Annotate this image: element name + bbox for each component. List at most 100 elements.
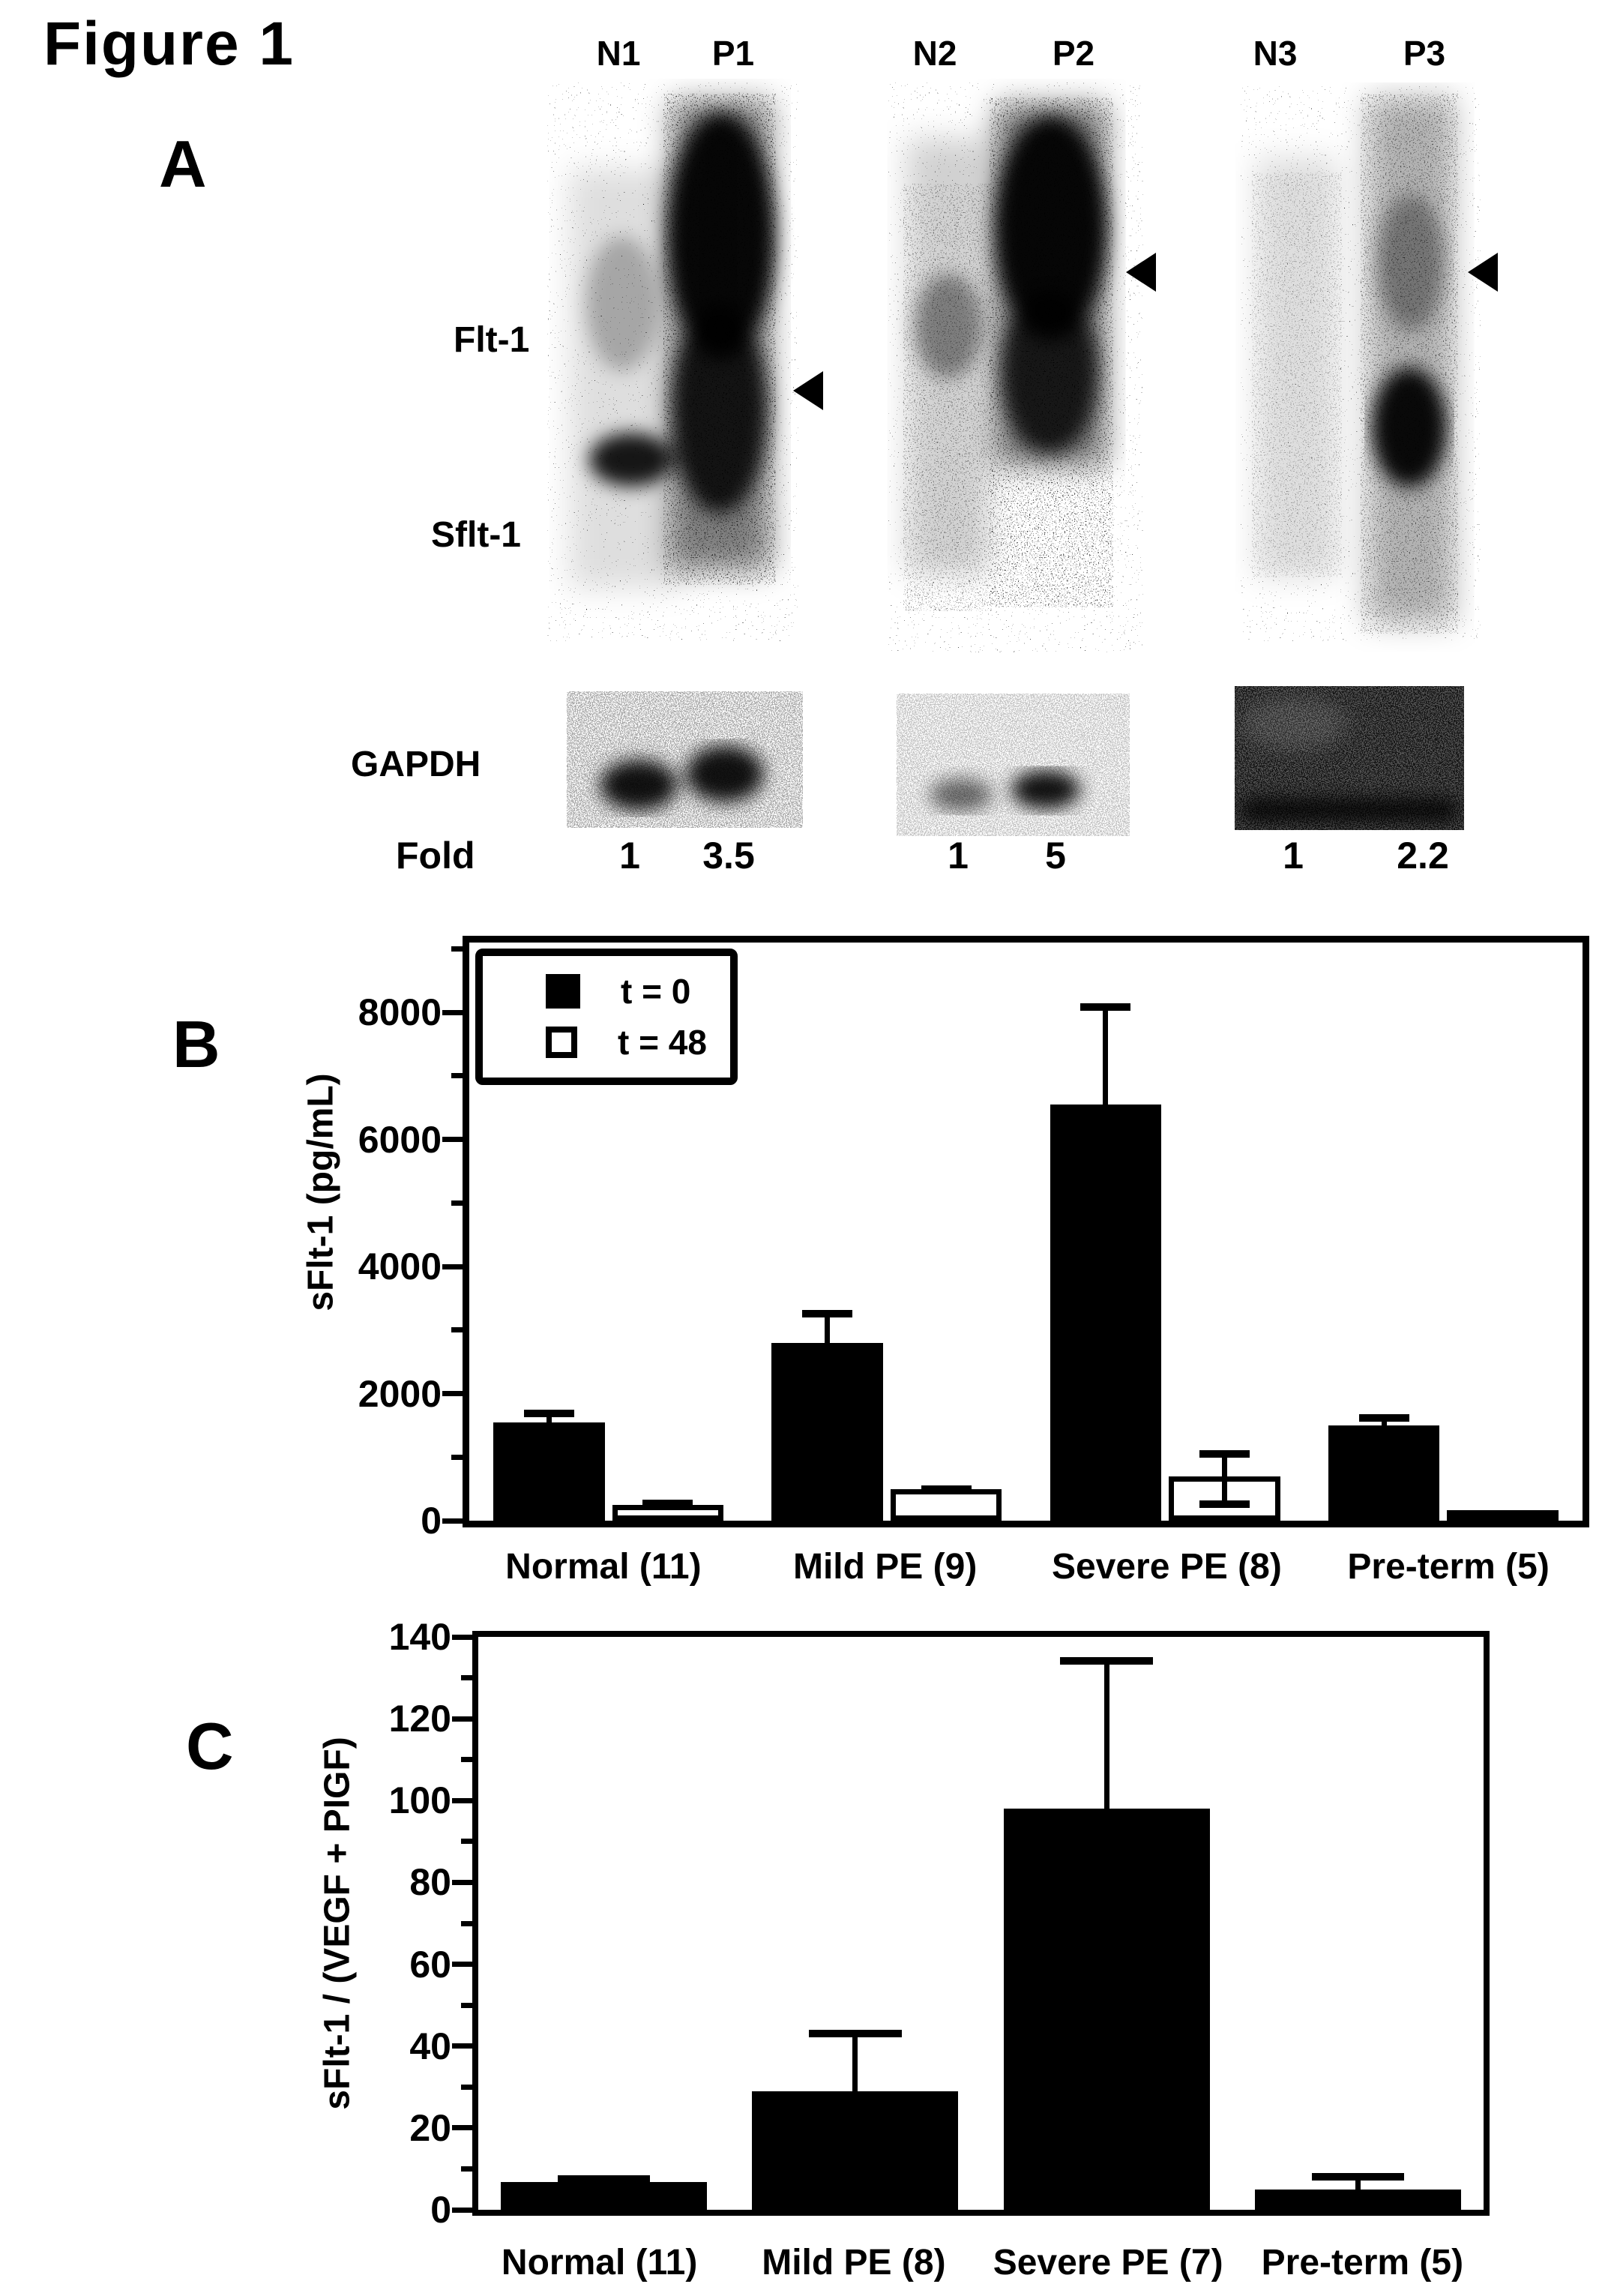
northern-blot-group3: [1241, 86, 1481, 641]
y-minor-tick-1000: [451, 1454, 463, 1460]
y-minor-tick-3000: [451, 1327, 463, 1333]
x-category-label-B-1: Mild PE (9): [792, 1547, 978, 1587]
lane-label-n3: N3: [1253, 34, 1298, 73]
bar-B-s0-c3: [1328, 1425, 1440, 1521]
y-tick-label-120: 120: [388, 1698, 451, 1740]
error-bar-B-s0-c1: [825, 1309, 831, 1343]
y-tick-label-60: 60: [409, 1943, 451, 1986]
error-cap-top: [921, 1485, 972, 1493]
fold-value-n1: 1: [619, 835, 640, 877]
y-minor-tick-50: [461, 2002, 472, 2008]
error-cap-top: [1060, 1657, 1153, 1665]
panel-a-label: A: [159, 127, 207, 201]
y-tick-label-6000: 6000: [358, 1118, 442, 1161]
northern-blot-group2: [888, 82, 1143, 652]
y-minor-tick-10: [461, 2166, 472, 2172]
error-bar-C-s0-c2: [1103, 1657, 1109, 1809]
error-cap-top: [1080, 1003, 1131, 1011]
y-minor-tick-9000: [451, 946, 463, 952]
error-cap-top: [1358, 1413, 1409, 1422]
y-minor-tick-110: [461, 1757, 472, 1763]
y-tick-100: [452, 1797, 472, 1803]
panel-c-label: C: [186, 1709, 234, 1783]
b-plot-area: t = 0 t = 48 0 2000 4000 6000 8000: [358, 936, 1589, 1542]
legend-swatch-t48: [546, 1027, 577, 1058]
y-minor-tick-30: [461, 2084, 472, 2090]
y-tick-140: [452, 1634, 472, 1640]
fold-value-n3: 1: [1283, 835, 1304, 877]
bar-B-s1-c3: [1447, 1510, 1559, 1521]
error-cap-top: [802, 1309, 853, 1317]
bar-C-s0-c3: [1254, 2189, 1461, 2210]
legend-label-t48: t = 48: [618, 1023, 707, 1062]
error-bar-C-s0-c3: [1355, 2172, 1361, 2190]
c-x-labels: Normal (11) Mild PE (8) Severe PE (7) Pre-t…: [472, 2242, 1490, 2283]
x-category-label-C-2: Severe PE (7): [993, 2243, 1223, 2283]
y-tick-20: [452, 2125, 472, 2131]
y-tick-8000: [442, 1009, 463, 1015]
bar-B-s0-c1: [771, 1342, 883, 1521]
y-tick-label-4000: 4000: [358, 1245, 442, 1288]
y-tick-label-0: 0: [421, 1500, 442, 1542]
y-tick-120: [452, 1716, 472, 1722]
fold-label: Fold: [396, 835, 475, 877]
lane-label-p3: P3: [1403, 34, 1446, 73]
sflt1-band-label: Sflt-1: [431, 515, 521, 555]
y-tick-0: [452, 2207, 472, 2213]
x-category-label-B-0: Normal (11): [505, 1547, 702, 1587]
northern-blot-group1: [547, 82, 798, 641]
b-legend-row-t0: t = 0: [546, 971, 723, 1012]
y-minor-tick-7000: [451, 1073, 463, 1079]
lane-label-p2: P2: [1052, 34, 1095, 73]
fold-value-p3: 2.2: [1397, 835, 1449, 877]
y-tick-6000: [442, 1137, 463, 1143]
y-tick-0: [442, 1518, 463, 1524]
fold-value-n2: 1: [948, 835, 969, 877]
y-minor-tick-90: [461, 1839, 472, 1845]
legend-label-t0: t = 0: [621, 972, 691, 1011]
y-tick-label-100: 100: [388, 1779, 451, 1822]
x-category-label-C-3: Pre-term (5): [1261, 2243, 1464, 2283]
bar-C-s0-c0: [501, 2181, 708, 2210]
flt1-band-label: Flt-1: [454, 320, 530, 360]
error-cap-top: [642, 1500, 693, 1508]
y-minor-tick-70: [461, 1920, 472, 1926]
b-legend: t = 0 t = 48: [475, 949, 738, 1085]
y-tick-label-80: 80: [409, 1861, 451, 1904]
error-cap-top: [523, 1409, 574, 1417]
error-cap-bottom: [1199, 1500, 1250, 1509]
y-minor-tick-130: [461, 1675, 472, 1681]
legend-swatch-t0: [546, 974, 580, 1009]
y-tick-label-2000: 2000: [358, 1372, 442, 1415]
error-cap-top: [1199, 1449, 1250, 1458]
gapdh-blot-1: [567, 691, 803, 828]
x-category-label-B-3: Pre-term (5): [1347, 1547, 1550, 1587]
bar-B-s0-c0: [493, 1422, 605, 1521]
gapdh-label: GAPDH: [351, 745, 481, 784]
y-minor-tick-5000: [451, 1200, 463, 1206]
fold-value-p2: 5: [1045, 835, 1066, 877]
y-tick-label-0: 0: [430, 2189, 451, 2231]
panel-b-label: B: [172, 1007, 220, 1081]
y-tick-80: [452, 1879, 472, 1885]
y-tick-label-140: 140: [388, 1616, 451, 1658]
lane-label-p1: P1: [711, 34, 755, 73]
bar-C-s0-c1: [752, 2091, 959, 2210]
lane-label-n1: N1: [596, 34, 641, 73]
error-cap-top: [557, 2175, 651, 2184]
x-category-label-B-2: Severe PE (8): [1051, 1547, 1282, 1587]
lane-label-n2: N2: [912, 34, 957, 73]
error-bar-B-s1-c2: [1221, 1449, 1227, 1509]
b-legend-row-t48: t = 48: [546, 1022, 723, 1063]
gapdh-blot-3: [1235, 686, 1464, 830]
y-tick-4000: [442, 1263, 463, 1269]
error-cap-top: [1311, 2172, 1405, 2181]
y-tick-label-8000: 8000: [358, 991, 442, 1034]
error-bar-B-s0-c2: [1103, 1003, 1109, 1105]
bar-B-s1-c0: [612, 1504, 724, 1521]
y-tick-2000: [442, 1391, 463, 1397]
bar-B-s1-c1: [890, 1488, 1002, 1521]
fold-value-p1: 3.5: [702, 835, 755, 877]
bar-B-s0-c2: [1050, 1105, 1162, 1521]
